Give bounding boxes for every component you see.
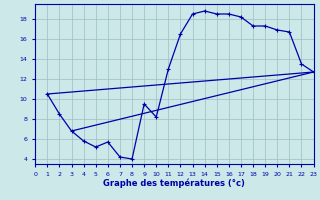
X-axis label: Graphe des températures (°c): Graphe des températures (°c) [103, 178, 245, 188]
